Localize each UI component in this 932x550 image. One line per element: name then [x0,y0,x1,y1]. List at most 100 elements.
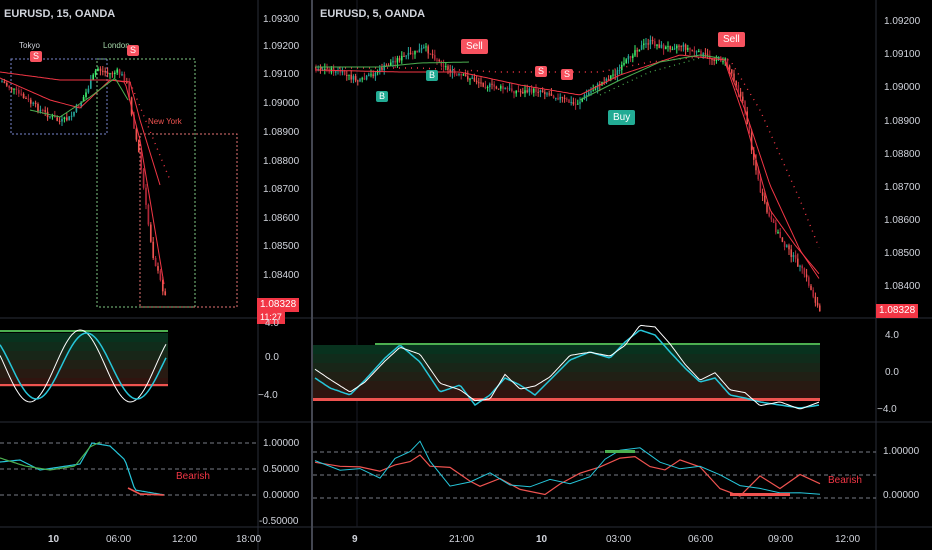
candle [662,44,665,50]
candle [467,76,469,80]
price-tick-label: 1.08800 [884,149,921,160]
right-chart-plot[interactable] [313,0,876,527]
candle [623,62,625,65]
candle [684,44,687,50]
candle [133,114,135,129]
sell-signal-label[interactable]: Sell [718,32,745,47]
candle [431,54,434,56]
oscillator-zone-band [313,345,820,354]
candle [464,74,467,77]
oscillator-zone-band [0,342,168,351]
candle [94,70,97,75]
candle [41,109,44,111]
candle [764,195,766,203]
candle [530,88,533,93]
candle [643,43,645,46]
right-ema-fast [724,61,820,275]
candle [607,78,610,80]
price-tick-label: 1.09100 [263,69,300,80]
candle [357,80,359,82]
candle [566,98,568,100]
candle [682,44,685,47]
candle [691,49,693,51]
candle [522,91,524,94]
right-ema-slow [315,54,820,279]
candle [803,268,806,275]
candle [731,69,733,74]
candle [462,74,465,76]
candle [497,88,500,90]
sell-signal-label[interactable]: Sell [461,39,488,54]
candle [563,97,566,99]
candle [713,59,715,61]
candle [544,92,546,95]
candle [164,291,167,296]
oscillator-tick-label: 0.0 [265,352,279,363]
left-bar-countdown: 11:27 [257,310,285,324]
candle [491,83,493,85]
candle [506,87,509,89]
candle [625,59,627,63]
candle [460,73,462,76]
candle [706,54,709,56]
right-trailing-bull [599,57,701,96]
price-tick-label: 1.09200 [263,41,300,52]
candle [689,48,691,50]
buy-signal-label[interactable]: Buy [608,110,636,125]
candle [154,258,157,267]
candle [385,65,388,67]
candle [368,74,370,76]
right-chart-title[interactable]: EURUSD, 5, OANDA [320,8,426,20]
candle [361,78,363,80]
sell-signal-marker[interactable]: S [30,51,43,62]
candle [469,78,471,80]
candle [157,266,159,271]
candle [484,86,487,88]
candle [118,69,121,75]
candle [678,45,680,47]
right-ema-green-2 [579,54,721,101]
candle [676,45,678,49]
candle [436,59,438,61]
buy-signal-marker[interactable]: B [376,91,389,102]
candle [471,77,473,79]
candle [757,170,759,180]
candle [667,46,669,48]
candle [92,74,95,80]
candle [533,88,535,93]
time-tick-label: 18:00 [236,534,262,545]
candle [447,66,449,70]
candle [816,302,819,306]
left-chart-title[interactable]: EURUSD, 15, OANDA [4,8,116,20]
candle [610,75,612,80]
sell-signal-marker[interactable]: S [127,45,140,56]
price-tick-label: 1.09200 [884,16,921,27]
candle [748,124,751,134]
candle [449,69,451,73]
sell-signal-marker[interactable]: S [561,69,574,80]
candle [511,88,513,92]
right-strength-bear [314,454,821,497]
candle [418,49,421,53]
candle [412,53,414,55]
candle [458,73,460,75]
candle [398,58,401,61]
candle [49,116,51,118]
left-chart-plot[interactable] [0,58,258,496]
candle [687,48,689,50]
time-tick-label: 06:00 [106,534,132,545]
candle [577,103,579,105]
candle [640,45,643,50]
candle [722,61,724,63]
buy-signal-marker[interactable]: B [426,70,439,81]
candle [783,241,786,247]
oscillator-zone-band [313,363,820,372]
candle [348,74,350,76]
candle [390,62,392,66]
candle [574,104,577,106]
candle [583,95,586,99]
sell-signal-marker[interactable]: S [535,66,548,77]
candle [755,159,757,171]
